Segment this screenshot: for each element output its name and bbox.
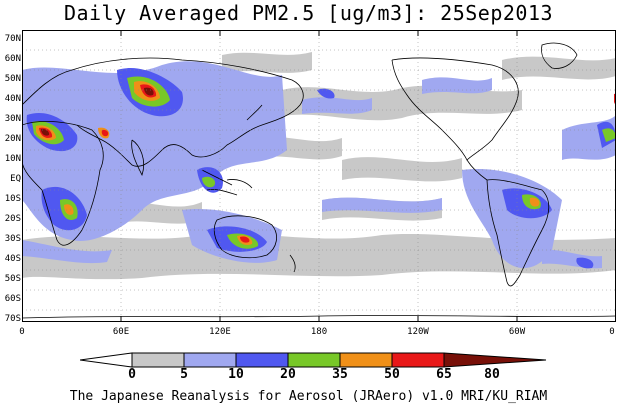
lat-label-50s: 50S (4, 274, 21, 284)
lon-label-60w: 60W (508, 327, 526, 337)
lat-label-20n: 20N (4, 134, 21, 144)
pm25-map (22, 30, 616, 322)
colorbar-tick-10: 10 (228, 367, 244, 382)
lat-label-30n: 30N (4, 114, 21, 124)
graticule (22, 30, 616, 322)
colorbar-tick-50: 50 (384, 367, 400, 382)
lon-label-0-right: 0 (609, 327, 615, 337)
lon-label-180: 180 (310, 327, 328, 337)
lat-label-30s: 30S (4, 234, 21, 244)
credit-line: The Japanese Reanalysis for Aerosol (JRA… (69, 389, 548, 404)
lon-label-60e: 60E (112, 327, 130, 337)
lat-label-20s: 20S (4, 214, 21, 224)
lat-label-60n: 60N (4, 54, 21, 64)
colorbar-segment-0 (80, 352, 133, 368)
colorbar-tick-80: 80 (484, 367, 500, 382)
colorbar-tick-0: 0 (128, 367, 136, 382)
colorbar-segment-1 (131, 352, 185, 368)
lat-label-70n: 70N (4, 34, 21, 44)
lon-label-120w: 120W (407, 327, 429, 337)
axis-ticks (120, 30, 518, 322)
colorbar-tick-65: 65 (436, 367, 452, 382)
lat-label-70s: 70S (4, 314, 21, 324)
pm-band-80-plus (41, 87, 154, 136)
colorbar-tick-35: 35 (332, 367, 348, 382)
colorbar-segment-2 (183, 352, 237, 368)
colorbar-segment-3 (235, 352, 289, 368)
colorbar (80, 352, 547, 368)
map-title: Daily Averaged PM2.5 [ug/m3]: 25Sep2013 (63, 1, 554, 25)
colorbar-tick-5: 5 (180, 367, 188, 382)
pm-band-10-20 (22, 61, 616, 269)
colorbar-segment-5 (339, 352, 393, 368)
lon-label-0-left: 0 (19, 327, 25, 337)
lat-label-40n: 40N (4, 94, 21, 104)
colorbar-segment-4 (287, 352, 341, 368)
lon-label-120e: 120E (209, 327, 231, 337)
colorbar-segment-7 (443, 352, 547, 368)
lat-label-10s: 10S (4, 194, 21, 204)
lat-label-60s: 60S (4, 294, 21, 304)
colorbar-tick-20: 20 (280, 367, 296, 382)
lat-label-50n: 50N (4, 74, 21, 84)
lat-label-10n: 10N (4, 154, 21, 164)
colorbar-segment-6 (391, 352, 445, 368)
lat-label-40s: 40S (4, 254, 21, 264)
lat-label-eq: EQ (10, 174, 21, 184)
